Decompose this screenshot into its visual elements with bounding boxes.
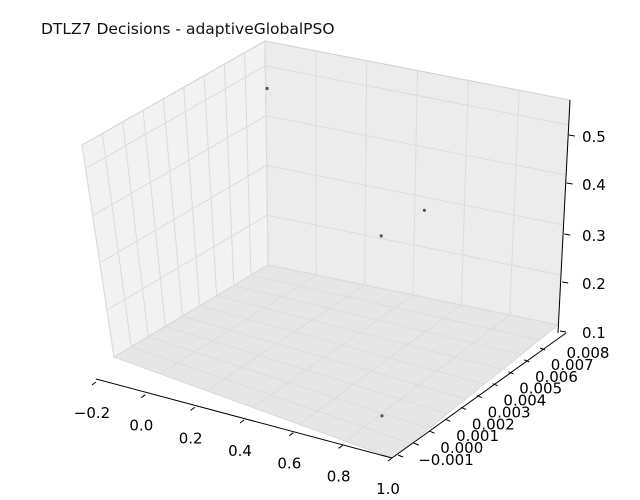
- x-tick-mark: [387, 457, 393, 462]
- y-grid-wall: [101, 133, 132, 347]
- y-tick-mark: [460, 406, 467, 410]
- z-tick-mark: [566, 182, 573, 185]
- y-tick-mark: [397, 454, 404, 458]
- z-tick-label: 0.5: [582, 128, 606, 146]
- y-grid-floor: [216, 295, 503, 370]
- x-grid-floor: [391, 324, 559, 459]
- x-tick-label: 0.8: [327, 467, 351, 485]
- y-tick-label: 0.003: [488, 403, 531, 421]
- y-grid-wall: [81, 144, 115, 358]
- x-tick-mark: [141, 394, 146, 399]
- z-tick-label: 0.1: [582, 324, 606, 342]
- y-tick-mark: [524, 359, 530, 363]
- z-grid: [92, 115, 567, 217]
- y-grid-wall: [264, 40, 269, 266]
- z-tick-labels: 0.1 0.2 0.3 0.4 0.5: [559, 128, 606, 342]
- y-grid-floor: [233, 284, 522, 356]
- x-grid-wall: [364, 60, 368, 286]
- z-grid: [85, 65, 569, 169]
- y-tick-label: 0.000: [440, 439, 483, 457]
- x-axis-line: [95, 378, 393, 459]
- y-tick-mark: [429, 430, 435, 434]
- z-grid: [106, 214, 561, 311]
- y-tick-mark: [476, 395, 483, 399]
- x-tick-mark: [190, 406, 195, 411]
- back-panes: [81, 40, 571, 459]
- x-tick-mark: [338, 444, 343, 449]
- axes: [95, 99, 571, 459]
- y-tick-label: −0.001: [418, 451, 474, 469]
- data-point: [380, 414, 384, 418]
- y-tick-mark: [492, 383, 498, 387]
- x-tick-label: 0.6: [277, 455, 301, 473]
- x-tick-mark: [239, 419, 245, 424]
- z-tick-label: 0.2: [582, 275, 606, 293]
- x-grid-floor: [206, 284, 365, 392]
- x-grid-floor: [345, 314, 510, 442]
- data-point: [379, 234, 383, 238]
- y-axis-line: [391, 332, 567, 459]
- y-tick-mark: [539, 347, 546, 351]
- x-tick-label: 0.4: [228, 442, 252, 460]
- y-tick-label: 0.007: [551, 356, 594, 374]
- z-tick-mark: [562, 281, 569, 284]
- z-tick-mark: [559, 330, 567, 333]
- y-tick-label: 0.008: [567, 344, 610, 362]
- y-grid-wall: [244, 52, 252, 276]
- y-grid-wall: [162, 98, 183, 317]
- y-grid-floor: [182, 315, 466, 400]
- y-grid-floor: [130, 346, 411, 444]
- x-tick-labels: −0.2 0.0 0.2 0.4 0.6 0.8 1.0: [74, 381, 400, 498]
- y-grid-wall: [223, 64, 235, 286]
- data-point: [265, 86, 269, 91]
- x-grid-wall: [315, 50, 317, 276]
- y-tick-label: 0.001: [456, 427, 499, 445]
- x-tick-mark: [289, 432, 294, 437]
- y-grid-floor: [250, 274, 540, 341]
- y-tick-mark: [413, 442, 419, 446]
- chart-title: DTLZ7 Decisions - adaptiveGlobalPSO: [41, 20, 335, 38]
- y-grid-floor: [148, 336, 430, 429]
- x-grid-floor: [160, 274, 317, 375]
- y-tick-label: 0.006: [535, 368, 578, 386]
- z-grid: [113, 264, 559, 358]
- x-tick-label: 1.0: [376, 480, 400, 498]
- y-grid-wall: [183, 87, 201, 306]
- y-tick-label: 0.004: [503, 392, 546, 410]
- x-tick-label: −0.2: [74, 404, 110, 422]
- z-tick-label: 0.3: [582, 227, 606, 245]
- y-tick-mark: [508, 371, 514, 375]
- z-tick-mark: [564, 233, 571, 236]
- x-tick-mark: [91, 381, 97, 386]
- x-grid-floor: [299, 304, 462, 425]
- z-tick-label: 0.4: [582, 176, 606, 194]
- data-points: [265, 86, 426, 418]
- z-grid: [99, 164, 564, 264]
- x-tick-label: 0.0: [129, 417, 153, 435]
- y-grid-floor: [165, 325, 448, 415]
- x-grid-wall: [412, 70, 418, 296]
- x-grid-wall: [509, 90, 520, 316]
- z-tick-mark: [568, 134, 575, 137]
- x-tick-label: 0.2: [179, 429, 203, 447]
- x-grid-wall: [460, 80, 469, 306]
- y-grid-floor: [113, 356, 393, 459]
- data-point: [422, 208, 426, 212]
- y-tick-label: 0.002: [472, 415, 515, 433]
- y-grid-floor: [199, 305, 485, 385]
- y-tick-labels: −0.0010.0000.0010.0020.0030.0040.0050.00…: [397, 344, 610, 469]
- x-grid-floor: [252, 294, 414, 408]
- grid: [81, 40, 571, 459]
- y-grid-wall: [203, 75, 218, 296]
- y-grid-wall: [122, 121, 149, 337]
- y-grid-wall: [142, 110, 166, 327]
- y-tick-mark: [445, 418, 451, 422]
- y-tick-label: 0.005: [519, 380, 562, 398]
- z-axis-line: [557, 99, 571, 334]
